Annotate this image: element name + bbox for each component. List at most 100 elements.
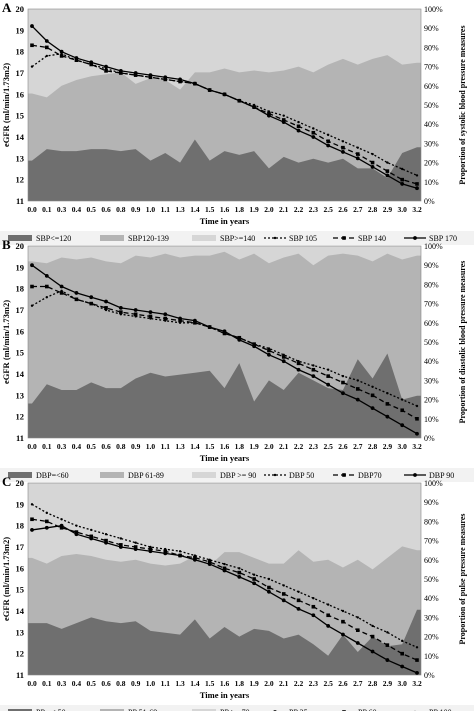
x-tick-label: 1.4 bbox=[190, 679, 200, 688]
line-point bbox=[30, 304, 34, 307]
legend-label: PP =< 50 bbox=[36, 708, 66, 711]
line-point bbox=[386, 392, 389, 395]
line-point bbox=[222, 329, 227, 334]
line-point bbox=[104, 533, 108, 536]
legend-swatch bbox=[192, 472, 216, 478]
legend-label: PP 100 bbox=[429, 708, 452, 711]
y-tick-label: 11 bbox=[16, 196, 24, 206]
line-point bbox=[415, 182, 419, 186]
line-point bbox=[89, 295, 94, 300]
x-tick-label: 0.9 bbox=[131, 205, 141, 214]
legend-marker bbox=[342, 236, 346, 240]
legend-band bbox=[0, 705, 474, 711]
y2-tick-label: 0% bbox=[424, 434, 435, 443]
line-point bbox=[415, 658, 419, 662]
x-tick-label: 1.5 bbox=[205, 679, 215, 688]
panel-letter: A bbox=[2, 0, 12, 15]
y2-tick-label: 20% bbox=[424, 159, 439, 168]
line-point bbox=[355, 387, 360, 391]
y2-tick-label: 100% bbox=[424, 479, 443, 488]
line-series-1 bbox=[32, 285, 418, 420]
line-point bbox=[45, 54, 49, 58]
y2-tick-label: 30% bbox=[424, 139, 439, 148]
y2-tick-label: 90% bbox=[424, 261, 439, 270]
line-point bbox=[267, 585, 271, 590]
legend-label: SBP<=120 bbox=[36, 234, 71, 243]
x-tick-label: 2.9 bbox=[383, 442, 393, 451]
line-point bbox=[400, 167, 404, 171]
line-point bbox=[252, 342, 256, 346]
legend-swatch bbox=[100, 709, 124, 711]
y2-tick-label: 0% bbox=[424, 671, 435, 680]
line-point bbox=[370, 406, 375, 411]
line-point bbox=[400, 398, 404, 401]
y-tick-label: 13 bbox=[16, 153, 25, 163]
y2-tick-label: 100% bbox=[424, 5, 443, 14]
x-tick-label: 2.2 bbox=[294, 442, 304, 451]
line-point bbox=[223, 562, 226, 566]
x-tick-label: 2.6 bbox=[338, 679, 348, 688]
y-tick-label: 20 bbox=[16, 4, 25, 14]
area-series-0 bbox=[28, 139, 421, 201]
line-point bbox=[282, 584, 285, 587]
y-tick-label: 17 bbox=[16, 305, 25, 315]
line-point bbox=[222, 331, 227, 336]
line-point bbox=[163, 316, 168, 321]
y-tick-label: 15 bbox=[16, 111, 25, 121]
line-point bbox=[238, 567, 241, 570]
x-tick-label: 2.8 bbox=[368, 679, 378, 688]
x-tick-label: 0.8 bbox=[116, 442, 126, 451]
x-tick-label: 2.0 bbox=[264, 442, 274, 451]
legend-marker bbox=[413, 473, 417, 477]
line-point bbox=[341, 380, 345, 385]
line-point bbox=[119, 71, 123, 75]
legend-label: DBP70 bbox=[358, 471, 382, 480]
y2-tick-label: 80% bbox=[424, 280, 439, 289]
x-tick-label: 0.5 bbox=[87, 205, 97, 214]
y2-tick-label: 80% bbox=[424, 43, 439, 52]
line-point bbox=[326, 613, 330, 618]
x-tick-label: 1.4 bbox=[190, 442, 200, 451]
x-tick-label: 0.9 bbox=[131, 442, 141, 451]
y2-tick-label: 90% bbox=[424, 24, 439, 33]
line-point bbox=[104, 306, 108, 310]
line-point bbox=[281, 355, 286, 359]
y2-axis-label: Proportion of systolic blood pressure me… bbox=[458, 25, 467, 184]
x-axis-label: Time in years bbox=[200, 216, 250, 226]
line-point bbox=[370, 634, 375, 639]
y-tick-label: 18 bbox=[16, 284, 25, 294]
line-point bbox=[163, 75, 168, 80]
x-tick-label: 3.0 bbox=[398, 442, 408, 451]
x-tick-label: 0.8 bbox=[116, 205, 126, 214]
x-tick-label: 1.3 bbox=[175, 679, 185, 688]
line-point bbox=[163, 549, 168, 554]
y-tick-label: 19 bbox=[16, 499, 25, 509]
line-point bbox=[118, 305, 123, 310]
x-tick-label: 0.5 bbox=[87, 442, 97, 451]
chart-panel-c: 11 12 13 14 15 16 17 18 19 20 0% 10% 20% 30% 40% 50% 60%… bbox=[0, 474, 474, 711]
x-tick-label: 1.6 bbox=[220, 442, 230, 451]
y-tick-label: 11 bbox=[16, 433, 24, 443]
y-tick-label: 13 bbox=[16, 390, 25, 400]
line-point bbox=[326, 143, 331, 148]
line-point bbox=[415, 417, 419, 421]
line-point bbox=[386, 631, 389, 634]
legend-swatch bbox=[100, 472, 124, 478]
y2-tick-label: 60% bbox=[424, 319, 439, 328]
line-point bbox=[237, 335, 242, 340]
line-point bbox=[296, 361, 301, 366]
line-point bbox=[312, 597, 315, 600]
line-point bbox=[30, 503, 34, 506]
x-tick-label: 2.8 bbox=[368, 205, 378, 214]
y-tick-label: 14 bbox=[16, 369, 25, 379]
line-point bbox=[134, 541, 137, 544]
line-point bbox=[341, 391, 345, 396]
x-tick-label: 2.3 bbox=[309, 679, 319, 688]
y2-tick-label: 10% bbox=[424, 652, 439, 661]
line-point bbox=[148, 547, 153, 551]
line-point bbox=[59, 291, 64, 295]
line-point bbox=[311, 367, 316, 372]
y2-tick-label: 30% bbox=[424, 376, 439, 385]
line-point bbox=[267, 348, 271, 353]
line-point bbox=[60, 518, 63, 521]
